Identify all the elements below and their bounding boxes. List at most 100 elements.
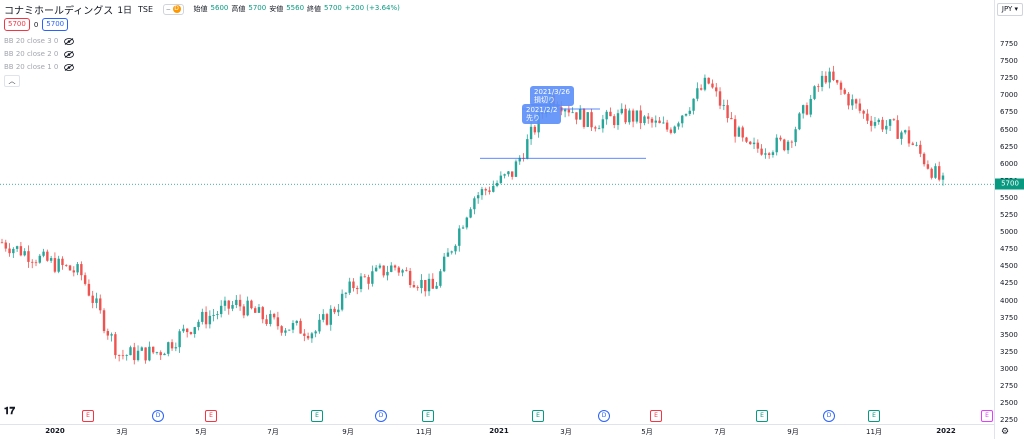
candle <box>201 308 204 325</box>
mode-dot-icon: D <box>172 5 181 13</box>
earnings-marker[interactable]: E <box>756 410 768 422</box>
tradingview-logo-icon[interactable]: 𝟏𝟕 <box>4 406 16 417</box>
earnings-marker[interactable]: E <box>650 410 662 422</box>
candle <box>49 255 53 263</box>
price-tick-label: 4000 <box>1000 296 1018 305</box>
price-tick-label: 7250 <box>1000 74 1018 83</box>
time-tick-label: 7月 <box>714 428 726 436</box>
annotation-note[interactable]: 2021/3/26 損切り <box>530 86 574 106</box>
candle <box>439 268 442 288</box>
earnings-marker[interactable]: E <box>868 410 880 422</box>
price-tick-label: 7000 <box>1000 91 1018 100</box>
candle <box>446 248 450 257</box>
candle <box>677 121 680 130</box>
candle <box>106 328 110 340</box>
chart-area[interactable]: コナミホールディングス 1日 TSE ‒ D 始値 5600 高値 5700 安値 5… <box>0 0 994 424</box>
candle <box>529 121 533 145</box>
chevron-up-icon: ︿ <box>8 77 16 85</box>
candle <box>329 305 332 331</box>
sell-button[interactable]: 5700 <box>4 18 30 31</box>
dividend-marker[interactable]: D <box>375 410 387 422</box>
candle <box>828 67 831 89</box>
candle <box>718 87 722 110</box>
candle <box>579 105 582 120</box>
indicator-label: BB 20 close 3 0 <box>4 37 59 45</box>
candle <box>620 103 623 115</box>
price-tick-label: 6500 <box>1000 125 1018 134</box>
candle <box>722 99 726 111</box>
candle <box>299 318 302 334</box>
candle <box>514 159 518 178</box>
indicator-row[interactable]: BB 20 close 2 0 <box>4 50 75 58</box>
candle <box>185 328 189 338</box>
price-chart[interactable] <box>0 0 994 424</box>
candle <box>684 113 688 117</box>
gear-icon[interactable]: ⚙ <box>1001 427 1010 437</box>
buy-button[interactable]: 5700 <box>42 18 69 31</box>
eye-hidden-icon[interactable] <box>64 50 75 58</box>
candle <box>873 116 877 129</box>
candle <box>507 170 510 177</box>
timeframe-label[interactable]: 1日 <box>117 5 133 16</box>
candle <box>480 186 484 200</box>
candle <box>892 118 896 121</box>
candle <box>155 351 159 355</box>
time-axis[interactable]: 2020 3月 5月 7月 9月 11月 2021 3月 5月 7月 9月 11月 2022 <box>0 424 994 440</box>
candle <box>741 125 744 142</box>
session-toggle[interactable]: ‒ D <box>163 3 184 15</box>
currency-selector[interactable]: JPY ▾ <box>997 3 1023 16</box>
candle <box>639 105 642 130</box>
candle <box>582 108 586 129</box>
candle <box>367 274 370 290</box>
earnings-marker[interactable]: E <box>981 410 993 422</box>
indicator-row[interactable]: BB 20 close 3 0 <box>4 37 75 45</box>
eye-hidden-icon[interactable] <box>64 37 75 45</box>
candle <box>779 135 782 142</box>
candle <box>488 186 491 195</box>
price-tick-label: 4250 <box>1000 279 1018 288</box>
candle <box>650 116 654 128</box>
earnings-marker[interactable]: E <box>311 410 323 422</box>
candle <box>159 350 162 360</box>
price-tick-label: 5500 <box>1000 193 1018 202</box>
current-price-label: 5700 <box>995 178 1024 190</box>
candle <box>322 309 325 323</box>
candle <box>465 216 469 230</box>
candle <box>597 125 601 130</box>
candle <box>386 265 389 281</box>
price-tick-label: 3250 <box>1000 347 1018 356</box>
candle <box>631 108 635 128</box>
candle <box>495 180 499 188</box>
earnings-marker[interactable]: E <box>532 410 544 422</box>
candle <box>938 161 941 182</box>
candle <box>526 134 529 160</box>
collapse-legend-button[interactable]: ︿ <box>4 75 20 87</box>
price-axis[interactable]: JPY ▾ 7750 7500 7250 7000 6750 6500 6250 6000 57… <box>994 0 1024 439</box>
earnings-marker[interactable]: E <box>205 410 217 422</box>
dividend-marker[interactable]: D <box>152 410 164 422</box>
candle <box>915 141 918 147</box>
candle <box>178 329 181 353</box>
price-tick-label: 7750 <box>1000 40 1018 48</box>
symbol-title[interactable]: コナミホールディングス <box>4 5 114 17</box>
candle <box>382 265 385 278</box>
earnings-marker[interactable]: E <box>82 410 94 422</box>
candle <box>605 109 608 125</box>
indicator-row[interactable]: BB 20 close 1 0 <box>4 63 75 71</box>
candle <box>371 265 374 287</box>
candle <box>276 311 280 330</box>
candle <box>325 312 329 326</box>
eye-hidden-icon[interactable] <box>64 63 75 71</box>
candle <box>832 65 835 82</box>
candle <box>12 247 15 258</box>
candle <box>707 77 710 85</box>
candle <box>333 306 336 315</box>
earnings-marker[interactable]: E <box>422 410 434 422</box>
annotation-note[interactable]: 2021/2/2 先り <box>522 104 562 124</box>
candle <box>888 119 892 131</box>
dividend-marker[interactable]: D <box>823 410 835 422</box>
dividend-marker[interactable]: D <box>598 410 610 422</box>
minus-icon: ‒ <box>166 5 171 13</box>
time-tick-label: 7月 <box>267 428 279 436</box>
candle <box>80 261 83 281</box>
